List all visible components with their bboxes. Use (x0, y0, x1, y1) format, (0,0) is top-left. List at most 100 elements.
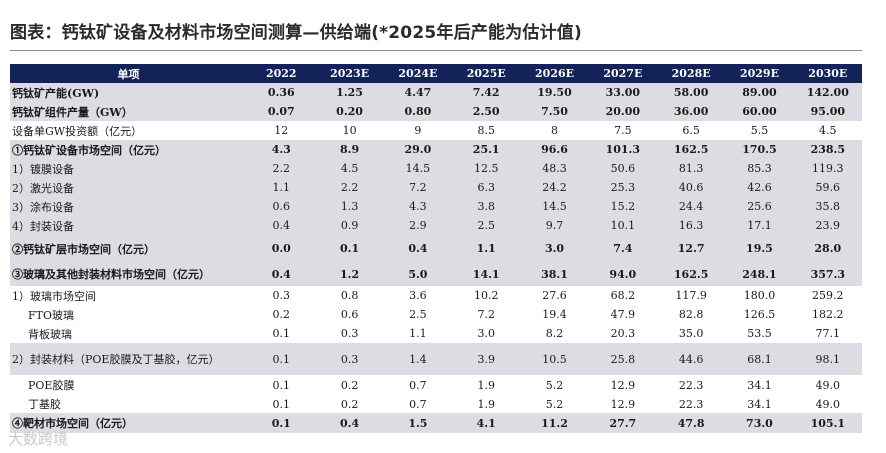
watermark-text: 大数跨境 (8, 430, 69, 448)
value-cell: 105.1 (793, 413, 862, 433)
value-cell: 3.8 (452, 197, 521, 216)
market-space-table: 单项 2022 2023E 2024E 2025E 2026E 2027E 20… (10, 64, 862, 433)
header-cell: 单项 (10, 64, 248, 83)
value-cell: 19.50 (520, 83, 589, 102)
table-row: 1）玻璃市场空间 0.3 0.8 3.6 10.2 27.6 68.2 117.9 180.0 2… (10, 286, 862, 305)
value-cell: 50.6 (588, 159, 657, 178)
value-cell: 7.50 (520, 102, 589, 121)
value-cell: 28.0 (793, 235, 862, 262)
value-cell: 34.1 (747, 397, 772, 411)
row-label: 3）涂布设备 (10, 197, 248, 216)
value-cell: 0.1 (272, 397, 291, 411)
value-cell: 0.3 (315, 343, 384, 375)
value-cell: 9 (414, 124, 422, 137)
value-cell: 5.2 (545, 378, 564, 392)
table-row: 3）涂布设备 0.6 1.3 4.3 3.8 14.5 15.2 24.4 25.6 35.8 (10, 197, 862, 216)
header-cell: 2024E (383, 64, 453, 83)
value-cell: 17.1 (725, 216, 794, 235)
value-cell: 1.9 (477, 397, 495, 411)
row-label: ④靶材市场空间（亿元） (10, 413, 248, 433)
value-cell: 12 (274, 124, 289, 137)
value-cell: 0.1 (315, 235, 384, 262)
page-title: 图表：钙钛矿设备及材料市场空间测算—供给端(*2025年后产能为估计值) (10, 23, 582, 43)
value-cell: 40.6 (656, 178, 726, 197)
value-cell: 35.0 (678, 327, 704, 340)
value-cell: 25.8 (588, 343, 657, 375)
row-label: 1）镀膜设备 (10, 159, 248, 178)
value-cell: 5.2 (545, 397, 564, 411)
value-cell: 94.0 (588, 262, 657, 286)
value-cell: 0.36 (247, 83, 316, 102)
value-cell: 0.4 (247, 216, 316, 235)
value-cell: 1.3 (315, 197, 384, 216)
value-cell: 2.9 (383, 216, 453, 235)
value-cell: 22.3 (678, 378, 704, 392)
value-cell: 3.6 (409, 289, 427, 302)
value-cell: 0.1 (247, 413, 316, 433)
row-label: 背板玻璃 (28, 327, 72, 341)
row-label: ②钙钛矿层市场空间（亿元） (10, 235, 248, 262)
table-row: ②钙钛矿层市场空间（亿元） 0.0 0.1 0.4 1.1 3.0 7.4 12.7 19.5 2… (10, 235, 862, 262)
header-cell: 2027E (588, 64, 657, 83)
value-cell: 12.9 (610, 378, 636, 392)
value-cell: 2.50 (452, 102, 521, 121)
value-cell: 142.00 (793, 83, 862, 102)
value-cell: 0.80 (383, 102, 453, 121)
value-cell: 25.1 (452, 140, 521, 159)
value-cell: 14.1 (452, 262, 521, 286)
value-cell: 77.1 (815, 327, 841, 340)
value-cell: 4.3 (383, 197, 453, 216)
header-cell: 2026E (520, 64, 589, 83)
value-cell: 60.00 (725, 102, 794, 121)
value-cell: 8.5 (477, 124, 495, 137)
value-cell: 42.6 (725, 178, 794, 197)
value-cell: 0.07 (247, 102, 316, 121)
value-cell: 5.0 (383, 262, 453, 286)
value-cell: 1.25 (315, 83, 384, 102)
value-cell: 14.5 (520, 197, 589, 216)
value-cell: 22.3 (678, 397, 704, 411)
value-cell: 49.0 (815, 397, 841, 411)
value-cell: 44.6 (656, 343, 726, 375)
value-cell: 9.7 (520, 216, 589, 235)
value-cell: 1.1 (247, 178, 316, 197)
value-cell: 3.0 (477, 327, 495, 340)
value-cell: 35.8 (793, 197, 862, 216)
header-cell: 2030E (793, 64, 862, 83)
value-cell: 238.5 (793, 140, 862, 159)
value-cell: 24.4 (656, 197, 726, 216)
value-cell: 7.42 (452, 83, 521, 102)
value-cell: 4.5 (819, 124, 837, 137)
value-cell: 0.2 (272, 308, 291, 321)
value-cell: 0.7 (409, 397, 427, 411)
value-cell: 182.2 (812, 308, 844, 321)
header-cell: 2029E (725, 64, 794, 83)
value-cell: 47.9 (610, 308, 636, 321)
value-cell: 259.2 (812, 289, 844, 302)
value-cell: 89.00 (725, 83, 794, 102)
header-cell: 2028E (656, 64, 726, 83)
value-cell: 10 (342, 124, 357, 137)
row-label: 2）激光设备 (10, 178, 248, 197)
row-label: 4）封装设备 (10, 216, 248, 235)
value-cell: 1.1 (409, 327, 427, 340)
value-cell: 7.4 (588, 235, 657, 262)
value-cell: 0.3 (340, 327, 359, 340)
value-cell: 15.2 (588, 197, 657, 216)
value-cell: 8.9 (315, 140, 384, 159)
value-cell: 6.5 (682, 124, 700, 137)
value-cell: 0.4 (247, 262, 316, 286)
title-divider (10, 50, 862, 51)
value-cell: 23.9 (793, 216, 862, 235)
value-cell: 29.0 (383, 140, 453, 159)
value-cell: 180.0 (743, 289, 776, 302)
value-cell: 34.1 (747, 378, 772, 392)
value-cell: 357.3 (793, 262, 862, 286)
value-cell: 0.3 (272, 289, 291, 302)
value-cell: 1.4 (383, 343, 453, 375)
value-cell: 19.4 (542, 308, 567, 321)
header-cell: 2022 (247, 64, 316, 83)
row-label: POE胶膜 (28, 379, 75, 392)
value-cell: 12.7 (656, 235, 726, 262)
value-cell: 68.2 (610, 289, 636, 302)
